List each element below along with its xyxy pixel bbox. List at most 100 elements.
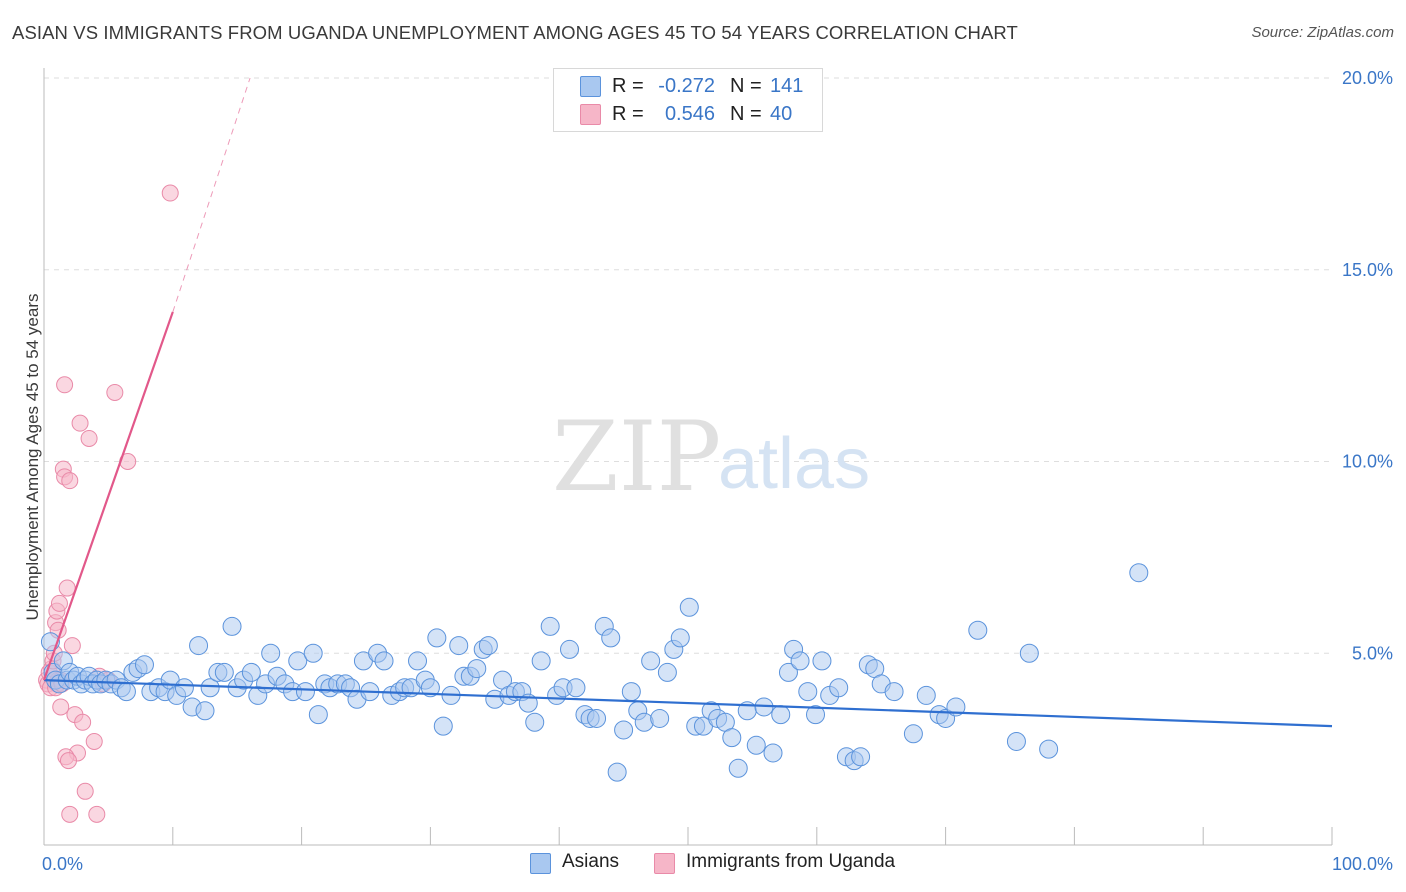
chart-title: ASIAN VS IMMIGRANTS FROM UGANDA UNEMPLOY… [12,22,1018,43]
point-uganda [56,376,74,394]
point-asians [657,662,677,682]
legend-r-label: R = [612,75,644,97]
point-uganda [61,805,79,823]
point-asians [195,701,215,721]
trend-line-asians [43,678,1333,728]
point-asians [288,651,308,671]
x-tick-label-min: 0.0% [42,854,83,874]
point-uganda [52,698,70,716]
trend-lines [42,77,1333,728]
point-asians [728,758,748,778]
point-uganda [88,805,106,823]
point-asians [134,655,154,675]
point-asians [420,678,440,698]
point-asians [189,636,209,656]
x-tick-label-max: 100.0% [1332,854,1393,874]
trend-line-uganda [42,311,174,681]
point-asians [408,651,428,671]
point-asians [531,651,551,671]
point-asians [812,651,832,671]
point-asians [222,616,242,636]
point-asians [884,682,904,702]
point-asians [790,651,810,671]
point-asians [641,651,661,671]
point-asians [174,678,194,698]
point-uganda [161,184,179,202]
point-asians [650,708,670,728]
trend-line-uganda-extension [172,77,251,313]
point-asians [1039,739,1059,759]
point-uganda [50,594,68,612]
bottom-legend-swatch-asians [530,853,551,874]
point-uganda [59,752,77,770]
legend-n-value: 141 [770,75,804,97]
point-asians [607,762,627,782]
point-asians [427,628,447,648]
legend-n-label: N = [730,75,762,97]
axes [43,68,1333,846]
point-asians [829,678,849,698]
y-tick-label: 15.0% [1342,260,1393,280]
point-asians [903,724,923,744]
point-uganda [61,472,79,490]
point-asians [679,597,699,617]
point-asians [1006,731,1026,751]
legend-r-value: 0.546 [664,103,715,125]
point-asians [303,643,323,663]
point-asians [433,716,453,736]
point-asians [601,628,621,648]
point-asians [449,636,469,656]
point-uganda [74,713,92,731]
point-asians [566,678,586,698]
point-asians [214,662,234,682]
bottom-legend-label-uganda: Immigrants from Uganda [686,851,896,872]
legend-swatch-asians [580,76,601,97]
legend-r-label: R = [612,103,644,125]
point-asians [722,728,742,748]
point-uganda [85,732,103,750]
point-asians [540,616,560,636]
point-uganda [71,414,89,432]
watermark-zip: ZIP [552,401,721,513]
chart-source: Source: ZipAtlas.com [1251,24,1394,41]
bottom-legend-swatch-uganda [654,853,675,874]
watermark-atlas: atlas [718,424,870,504]
point-asians [763,743,783,763]
point-asians [1019,643,1039,663]
point-asians [806,705,826,725]
point-uganda [63,637,81,655]
legend-n-label: N = [730,103,762,125]
stats-legend: R = -0.272 N = 141 R = 0.546 N = 40 [553,68,823,132]
legend-n-value: 40 [770,103,793,125]
point-asians [467,659,487,679]
point-asians [670,628,690,648]
legend-r-value: -0.272 [658,75,715,97]
point-asians [1129,563,1149,583]
point-asians [374,651,394,671]
series-uganda-points [38,184,179,823]
point-asians [295,682,315,702]
point-asians [798,682,818,702]
point-asians [587,708,607,728]
point-asians [308,705,328,725]
point-asians [200,678,220,698]
point-asians [116,682,136,702]
point-uganda [58,579,76,597]
point-asians [916,685,936,705]
y-tick-label: 5.0% [1352,643,1393,663]
y-axis-label: Unemployment Among Ages 45 to 54 years [23,294,42,621]
watermark: ZIP atlas [552,401,870,513]
y-tick-labels: 5.0% 10.0% 15.0% 20.0% [1342,68,1393,663]
point-uganda [80,429,98,447]
point-asians [560,639,580,659]
point-asians [851,747,871,767]
point-asians [525,712,545,732]
point-asians [621,682,641,702]
point-asians [478,636,498,656]
point-asians [261,643,281,663]
point-asians [614,720,634,740]
legend-swatch-uganda [580,104,601,125]
y-tick-label: 10.0% [1342,452,1393,472]
point-asians [746,735,766,755]
